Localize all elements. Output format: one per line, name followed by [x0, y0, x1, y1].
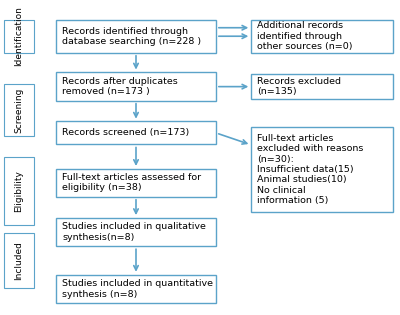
Text: Additional records
identified through
other sources (n=0): Additional records identified through ot… [257, 21, 352, 51]
Text: Records excluded
(n=135): Records excluded (n=135) [257, 77, 341, 96]
FancyBboxPatch shape [56, 122, 216, 144]
Text: Eligibility: Eligibility [14, 170, 24, 212]
FancyBboxPatch shape [251, 20, 393, 53]
FancyBboxPatch shape [251, 127, 393, 212]
Text: Records after duplicates
removed (n=173 ): Records after duplicates removed (n=173 … [62, 77, 178, 96]
FancyBboxPatch shape [4, 84, 34, 136]
Text: Studies included in qualitative
synthesis(n=8): Studies included in qualitative synthesi… [62, 222, 206, 242]
FancyBboxPatch shape [4, 157, 34, 225]
FancyBboxPatch shape [56, 169, 216, 197]
FancyBboxPatch shape [251, 74, 393, 99]
Text: Studies included in quantitative
synthesis (n=8): Studies included in quantitative synthes… [62, 279, 213, 299]
FancyBboxPatch shape [4, 233, 34, 288]
FancyBboxPatch shape [56, 72, 216, 101]
Text: Full-text articles
excluded with reasons
(n=30):
Insufficient data(15)
Animal st: Full-text articles excluded with reasons… [257, 134, 363, 205]
Text: Included: Included [14, 241, 24, 280]
Text: Full-text articles assessed for
eligibility (n=38): Full-text articles assessed for eligibil… [62, 173, 201, 192]
FancyBboxPatch shape [56, 218, 216, 246]
FancyBboxPatch shape [4, 20, 34, 53]
FancyBboxPatch shape [56, 20, 216, 53]
Text: Records identified through
database searching (n=228 ): Records identified through database sear… [62, 26, 201, 46]
Text: Identification: Identification [14, 6, 24, 66]
FancyBboxPatch shape [56, 275, 216, 303]
Text: Records screened (n=173): Records screened (n=173) [62, 129, 189, 137]
Text: Screening: Screening [14, 87, 24, 133]
